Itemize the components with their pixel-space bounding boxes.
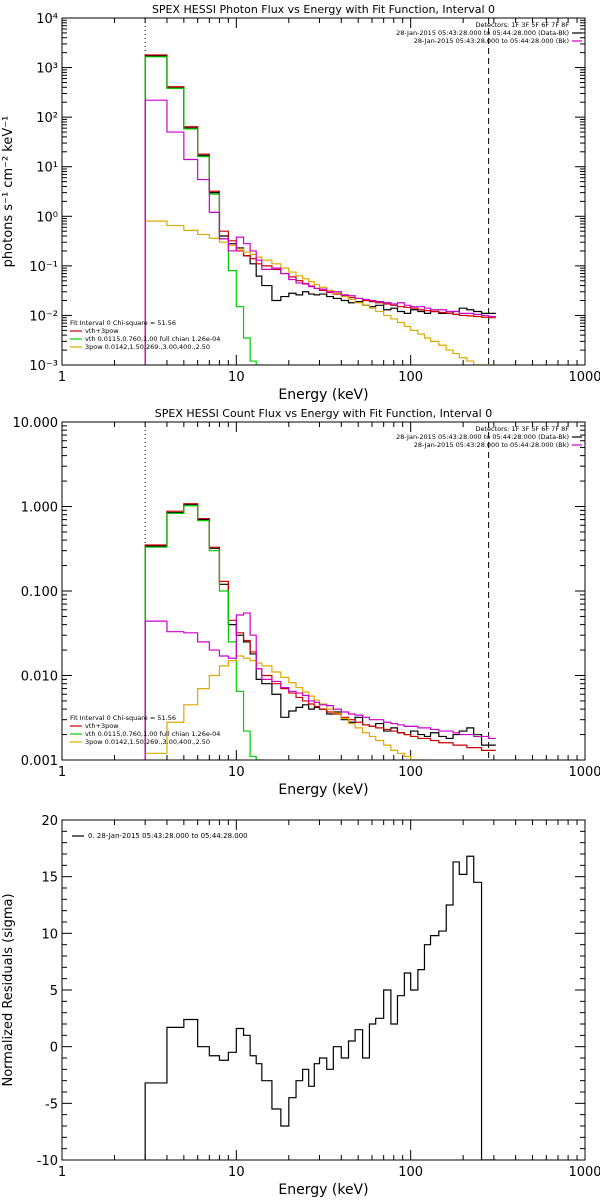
plot-frame <box>62 820 585 1160</box>
chart-title: SPEX HESSI Count Flux vs Energy with Fit… <box>155 407 492 420</box>
y-tick-label: 0.100 <box>21 585 58 600</box>
y-axis-label: photons s⁻¹ cm⁻² keV⁻¹ <box>1 116 16 268</box>
y-tick-label: 10³ <box>36 62 58 77</box>
fit-legend-line: Fit Interval 0 Chi-square = 51.56 <box>70 319 176 327</box>
fit-legend-line: vth+3pow <box>85 327 119 335</box>
y-tick-label: 20 <box>41 814 58 829</box>
y-tick-label: 10⁰ <box>36 210 58 225</box>
y-tick-label: 10¹ <box>36 161 58 176</box>
x-tick-label: 100 <box>398 1165 423 1180</box>
chart-panel-2: SPEX HESSI Count Flux vs Energy with Fit… <box>13 407 600 798</box>
fit-legend-line: vth 0.0115,0.760,1.00 full chian 1.26e-0… <box>85 335 220 343</box>
series-group <box>145 504 496 760</box>
y-tick-label: 0.001 <box>21 754 58 769</box>
chart-panel-1: SPEX HESSI Photon Flux vs Energy with Fi… <box>1 3 600 403</box>
y-tick-label: 10⁻² <box>29 309 58 324</box>
header-line: 28-Jan-2015 05:43:28.000 to 05:44:28.000… <box>396 29 569 37</box>
x-tick-label: 1000 <box>568 765 600 780</box>
series-group <box>145 856 496 1160</box>
fit-legend-line: vth 0.0115,0.760,1.00 full chian 1.26e-0… <box>85 730 220 738</box>
series-data-bk <box>145 56 496 365</box>
y-tick-label: 10² <box>36 111 58 126</box>
x-tick-label: 1000 <box>568 370 600 385</box>
y-tick-label: 10⁻³ <box>29 359 58 374</box>
header-line: Detectors: 1F 3F 5F 6F 7F 8F <box>475 21 569 29</box>
x-tick-label: 10 <box>228 370 245 385</box>
x-tick-label: 10 <box>228 1165 245 1180</box>
fit-legend-line: vth+3pow <box>85 722 119 730</box>
series-vth-3pow <box>145 55 496 365</box>
header-line: 28-Jan-2015 05:43:28.000 to 05:44:28.000… <box>414 441 569 449</box>
fit-legend-line: Fit Interval 0 Chi-square = 51.56 <box>70 714 176 722</box>
y-tick-label: 5 <box>50 984 58 999</box>
y-tick-label: 10.000 <box>13 416 59 431</box>
x-tick-label: 100 <box>398 765 423 780</box>
y-tick-label: -5 <box>45 1097 58 1112</box>
y-tick-label: 10 <box>41 927 58 942</box>
y-tick-label: 1.000 <box>21 501 58 516</box>
header-line: 28-Jan-2015 05:43:28.000 to 05:44:28.000… <box>414 37 569 45</box>
x-axis-label: Energy (keV) <box>278 1182 368 1198</box>
y-tick-label: -10 <box>37 1154 58 1169</box>
x-tick-label: 1 <box>58 765 66 780</box>
x-tick-label: 1 <box>58 370 66 385</box>
y-tick-label: 0 <box>50 1041 58 1056</box>
residual-legend-text: 0. 28-Jan-2015 05:43:28.000 to 05:44:28.… <box>88 832 248 840</box>
y-tick-label: 0.010 <box>21 670 58 685</box>
series-0-28-jan-2015-05-43-28-000-to-05-44-28-000 <box>145 856 496 1160</box>
x-tick-label: 1000 <box>568 1165 600 1180</box>
series-vth-3pow <box>145 504 496 760</box>
header-line: 28-Jan-2015 05:43:28.000 to 05:44:28.000… <box>396 433 569 441</box>
fit-legend-line: 3pow 0.0142,1.50,269.,3.00,400.,2.50 <box>85 738 210 746</box>
series-group <box>145 55 496 365</box>
y-axis-label: Normalized Residuals (sigma) <box>1 893 16 1086</box>
x-tick-label: 10 <box>228 765 245 780</box>
y-tick-label: 10⁴ <box>36 12 58 27</box>
y-tick-label: 15 <box>41 871 58 886</box>
header-line: Detectors: 1F 3F 5F 6F 7F 8F <box>475 425 569 433</box>
y-tick-label: 10⁻¹ <box>29 260 58 275</box>
chart-title: SPEX HESSI Photon Flux vs Energy with Fi… <box>152 3 495 16</box>
chart-panel-3: 1 10 100 1000 Energy (keV) -10 -5 0 5 10 15 20 Norma… <box>1 814 600 1198</box>
plot-frame <box>62 18 585 365</box>
x-axis-label: Energy (keV) <box>278 782 368 798</box>
fit-legend-line: 3pow 0.0142,1.50,269.,3.00,400.,2.50 <box>85 343 210 351</box>
x-tick-label: 100 <box>398 370 423 385</box>
x-tick-label: 1 <box>58 1165 66 1180</box>
x-axis-label: Energy (keV) <box>278 387 368 403</box>
